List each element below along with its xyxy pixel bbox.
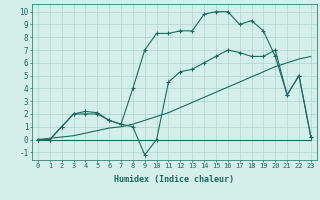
X-axis label: Humidex (Indice chaleur): Humidex (Indice chaleur) — [115, 175, 234, 184]
